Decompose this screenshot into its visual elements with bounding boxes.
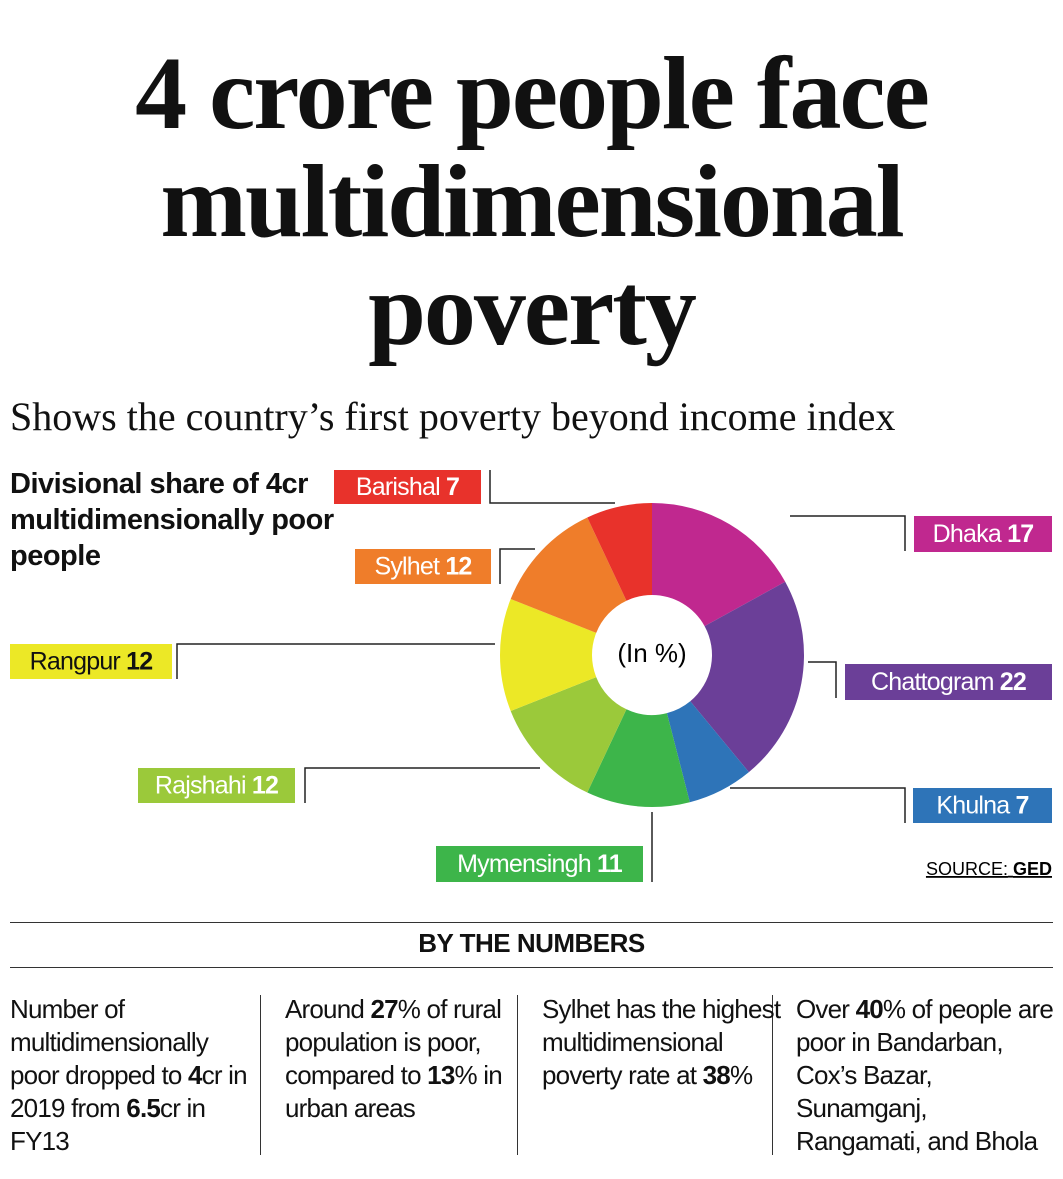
fact-figure: 27	[370, 994, 398, 1024]
donut-slice	[652, 503, 786, 627]
fact-text: Around	[285, 994, 371, 1024]
leader-line	[176, 643, 495, 679]
label-box	[436, 846, 643, 882]
fact-text: % of rural population is poor, compared …	[285, 994, 502, 1090]
category-name: Sylhet	[374, 552, 440, 580]
divider	[260, 995, 261, 1155]
fact-figure: 38	[702, 1060, 731, 1090]
slice-label: Chattogram 22	[871, 668, 1026, 696]
fact: Number of multidimensionally poor droppe…	[10, 993, 250, 1158]
label-box	[845, 664, 1052, 700]
fact-text: cr in FY13	[10, 1093, 206, 1156]
fact-figure: 40	[855, 994, 884, 1024]
label-box	[334, 470, 481, 504]
source-label: SOURCE:	[926, 859, 1008, 879]
fact: Over 40% of people are poor in Bandarban…	[796, 993, 1058, 1158]
category-name: Khulna	[936, 791, 1010, 819]
value-label: 22	[1000, 668, 1026, 696]
chart-title: Divisional share of 4cr multidimensional…	[10, 468, 334, 572]
slice-label: Dhaka 17	[933, 520, 1034, 548]
fact-text: % of people are poor in Bandarban, Cox’s…	[796, 994, 1054, 1156]
label-box	[914, 516, 1052, 552]
leader-line	[790, 515, 906, 551]
fact-text: cr in 2019 from	[10, 1060, 248, 1123]
donut-slice	[510, 517, 627, 633]
slice-label: Rajshahi 12	[155, 771, 278, 799]
slice-label: Barishal 7	[356, 473, 459, 501]
fact-text: Number of multidimensionally poor droppe…	[10, 994, 209, 1090]
category-name: Rangpur	[30, 647, 121, 675]
leader-line	[808, 661, 837, 698]
category-name: Mymensingh	[457, 850, 591, 878]
value-label: 12	[126, 647, 152, 675]
category-name: Rajshahi	[155, 771, 246, 799]
donut-slice	[690, 581, 804, 773]
fact-figure: 13	[427, 1060, 455, 1090]
category-name: Chattogram	[871, 668, 994, 696]
label-box	[913, 788, 1052, 823]
label-box	[355, 549, 491, 584]
fact-figure: 6.5	[126, 1093, 161, 1123]
slice-label: Mymensingh 11	[457, 850, 623, 878]
fact: Sylhet has the highest multidimensional …	[542, 993, 782, 1092]
value-label: 12	[252, 771, 278, 799]
donut-slice	[499, 599, 597, 711]
slice-label: Sylhet 12	[374, 552, 471, 580]
value-label: 7	[1016, 791, 1029, 819]
value-label: 11	[597, 850, 623, 878]
leader-line	[489, 470, 615, 504]
headline: 4 crore people face multidimensional pov…	[135, 36, 930, 367]
category-name: Barishal	[356, 473, 440, 501]
source-name: GED	[1013, 859, 1052, 879]
value-label: 7	[446, 473, 459, 501]
donut-slice	[587, 709, 690, 807]
value-label: 12	[445, 552, 471, 580]
category-name: Dhaka	[933, 520, 1002, 548]
label-box	[138, 768, 295, 803]
slice-label: Khulna 7	[936, 791, 1028, 819]
rule	[10, 967, 1053, 968]
center-label: (In %)	[617, 638, 686, 668]
donut-slice	[510, 677, 627, 793]
leader-line	[499, 548, 535, 584]
rule	[10, 922, 1053, 923]
source: SOURCE: GED	[926, 859, 1052, 879]
subtitle: Shows the country’s first poverty beyond…	[10, 394, 896, 439]
fact: Around 27% of rural population is poor, …	[285, 993, 525, 1125]
donut-slice	[587, 503, 652, 601]
divider	[772, 995, 773, 1155]
section-heading: BY THE NUMBERS	[418, 928, 645, 958]
donut-slice	[666, 701, 749, 803]
fact-text: % in urban areas	[285, 1060, 503, 1123]
divider	[517, 995, 518, 1155]
label-box	[10, 644, 172, 679]
fact-text: Over	[796, 994, 856, 1024]
fact-text: Sylhet has the highest multidimensional …	[542, 994, 781, 1090]
fact-text: %	[729, 1060, 753, 1090]
slice-label: Rangpur 12	[30, 647, 153, 675]
fact-figure: 4	[188, 1060, 202, 1090]
leader-line	[304, 767, 540, 803]
leader-line	[730, 787, 906, 823]
value-label: 17	[1007, 520, 1033, 548]
